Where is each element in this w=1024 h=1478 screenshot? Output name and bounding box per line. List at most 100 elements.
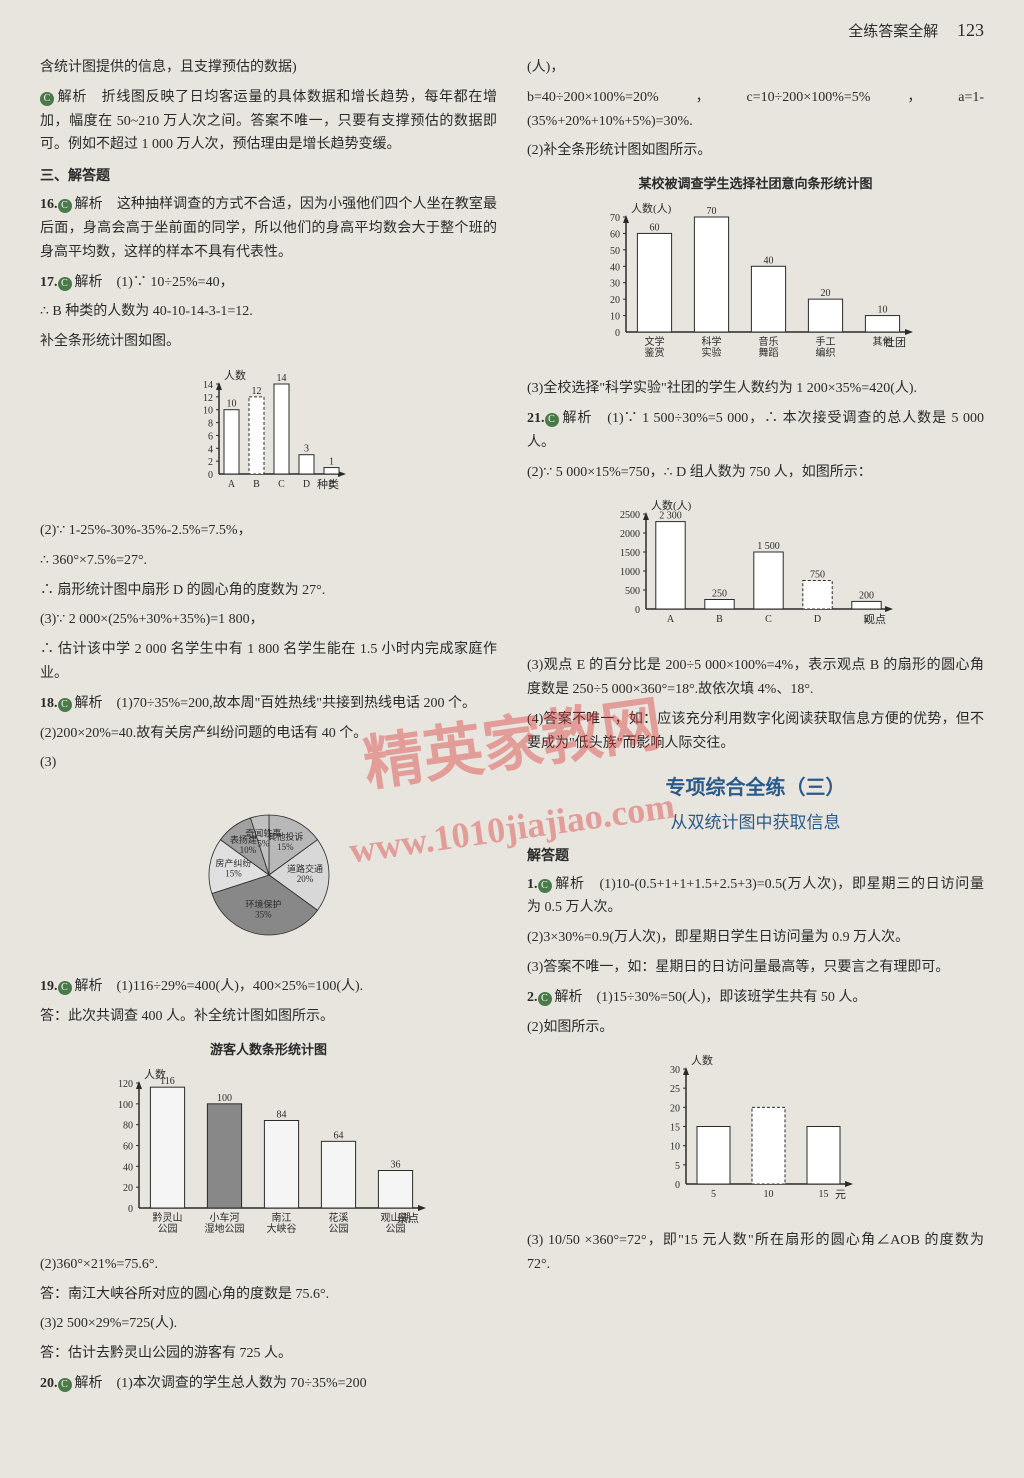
svg-text:1: 1 [329,457,334,468]
right-column: (人)， b=40÷200×100%=20%，c=10÷200×100%=5%，… [527,56,984,1402]
q17-1c: 补全条形统计图如图。 [40,330,497,354]
q21-2: (2)∵ 5 000×15%=750，∴ D 组人数为 750 人，如图所示： [527,461,984,485]
svg-text:舞蹈: 舞蹈 [758,347,778,359]
svg-text:20: 20 [670,1104,680,1115]
svg-text:25: 25 [670,1085,680,1096]
svg-text:音乐: 音乐 [758,335,778,348]
svg-text:500: 500 [625,586,640,597]
svg-text:B: B [253,479,260,490]
svg-text:20: 20 [610,295,620,306]
svg-text:元: 元 [835,1189,846,1201]
svg-text:36: 36 [390,1159,400,1170]
svg-text:10: 10 [877,305,887,316]
svg-text:30: 30 [670,1065,680,1076]
svg-text:20%: 20% [296,874,313,884]
svg-text:D: D [302,479,309,490]
q19-3b: 答：估计去黔灵山公园的游客有 725 人。 [40,1342,497,1366]
svg-text:60: 60 [610,230,620,241]
q2-2: (2)如图所示。 [527,1016,984,1040]
svg-text:60: 60 [649,223,659,234]
q17-3b: ∴ 估计该中学 2 000 名学生中有 1 800 名学生能在 1.5 小时内完… [40,638,497,686]
header-text: 全练答案全解 [848,24,938,40]
q20-cont1: (人)， [527,56,984,80]
svg-text:250: 250 [712,589,727,600]
svg-text:实验: 实验 [701,346,721,359]
svg-text:8: 8 [208,419,213,430]
q17-3a: (3)∵ 2 000×(25%+30%+35%)=1 800， [40,608,497,632]
analysis-icon: C [58,1378,72,1392]
q21-chart: 50010001500200025000人数(人)观点2 300A250B1 5… [527,494,984,644]
special-heading: 专项综合全练（三） [527,771,984,800]
q21-1: 21.C解析 (1)∵ 1 500÷30%=5 000，∴ 本次接受调查的总人数… [527,407,984,455]
q17-2b: ∴ 360°×7.5%=27°. [40,549,497,573]
svg-text:房产纠纷: 房产纠纷 [215,858,251,869]
svg-text:D: D [813,614,820,625]
svg-text:2 300: 2 300 [659,511,682,522]
intro-analysis: C解析 折线图反映了日均客运量的具体数据和增长趋势，每年都在增加，幅度在 50~… [40,86,497,157]
svg-text:花溪: 花溪 [328,1211,348,1224]
svg-text:公园: 公园 [157,1223,177,1235]
svg-text:公园: 公园 [385,1223,405,1235]
svg-text:15%: 15% [277,842,294,852]
svg-text:道路交通: 道路交通 [286,863,322,874]
analysis-icon: C [58,277,72,291]
q20-chart: 某校被调查学生选择社团意向条形统计图 102030405060700人数(人)社… [527,173,984,367]
page-header: 全练答案全解 123 [40,20,984,41]
svg-text:湿地公园: 湿地公园 [204,1222,244,1235]
svg-text:750: 750 [810,570,825,581]
svg-text:2500: 2500 [620,510,640,521]
answer-section: 解答题 [527,845,984,865]
svg-text:60: 60 [123,1141,133,1152]
svg-text:120: 120 [118,1079,133,1090]
svg-text:A: A [666,614,674,625]
svg-text:10: 10 [610,312,620,323]
svg-text:C: C [278,479,285,490]
q1-3: (3)答案不唯一，如：星期日的日访问量最高等，只要言之有理即可。 [527,956,984,980]
svg-text:1 500: 1 500 [757,541,780,552]
svg-text:观山湖: 观山湖 [380,1212,410,1224]
svg-text:80: 80 [123,1120,133,1131]
q19-chart-title: 游客人数条形统计图 [40,1039,497,1058]
svg-text:84: 84 [276,1109,286,1120]
svg-text:10%: 10% [239,845,256,855]
svg-text:其他: 其他 [872,335,892,348]
svg-text:70: 70 [706,206,716,217]
q21-4: (4)答案不唯一，如：应该充分利用数字化阅读获取信息方便的优势，但不要成为"低头… [527,708,984,756]
svg-text:40: 40 [123,1162,133,1173]
svg-text:40: 40 [610,262,620,273]
svg-text:10: 10 [203,406,213,417]
left-column: 含统计图提供的信息，且支撑预估的数据) C解析 折线图反映了日均客运量的具体数据… [40,56,497,1402]
svg-text:2000: 2000 [620,529,640,540]
svg-text:黔灵山: 黔灵山 [152,1211,182,1224]
svg-text:20: 20 [820,288,830,299]
q19-3a: (3)2 500×29%=725(人). [40,1312,497,1336]
q16: 16.C解析 这种抽样调查的方式不合适，因为小强他们四个人坐在教室最后面，身高会… [40,193,497,264]
q19-chart: 游客人数条形统计图 204060801001200人数景点116黔灵山公园100… [40,1039,497,1243]
svg-text:50: 50 [610,246,620,257]
svg-text:10: 10 [670,1142,680,1153]
svg-text:30: 30 [610,279,620,290]
intro-text: 含统计图提供的信息，且支撑预估的数据) [40,56,497,80]
q21-3: (3)观点 E 的百分比是 200÷5 000×100%=4%，表示观点 B 的… [527,654,984,702]
svg-text:0: 0 [128,1204,133,1215]
q20-cont2: b=40÷200×100%=20%，c=10÷200×100%=5%，a=1-(… [527,86,984,134]
svg-text:5: 5 [675,1161,680,1172]
svg-text:15%: 15% [225,869,242,879]
svg-text:10: 10 [226,399,236,410]
svg-text:编织: 编织 [815,346,835,359]
svg-text:10: 10 [763,1189,773,1200]
svg-text:小车河: 小车河 [209,1211,239,1224]
svg-text:15: 15 [670,1123,680,1134]
svg-text:6: 6 [208,431,213,442]
svg-text:鉴赏: 鉴赏 [644,346,664,359]
svg-text:40: 40 [763,255,773,266]
svg-text:5: 5 [711,1189,716,1200]
svg-text:南江: 南江 [271,1211,291,1224]
svg-text:12: 12 [251,386,261,397]
svg-text:公园: 公园 [328,1223,348,1235]
svg-text:5%: 5% [257,839,270,849]
q17-2c: ∴ 扇形统计图中扇形 D 的圆心角的度数为 27°. [40,579,497,603]
svg-text:文学: 文学 [644,335,664,348]
svg-text:116: 116 [160,1076,175,1087]
q18-pie: 其他投诉15%道路交通20%环境保护35%房产纠纷15%表扬建议10%奇闻轶事5… [40,785,497,965]
